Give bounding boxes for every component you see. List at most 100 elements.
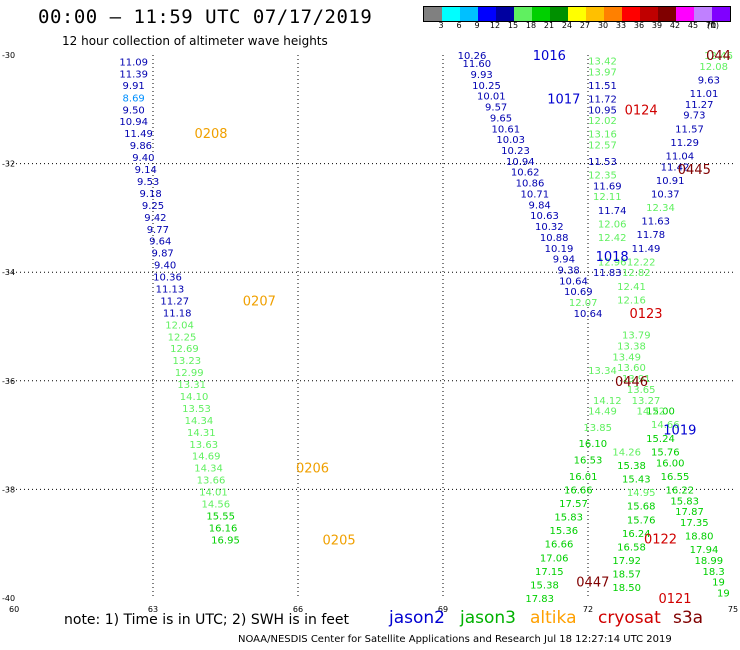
- altika-swh-value: 9.40: [132, 153, 154, 164]
- cryosat-swh-value: 18.80: [685, 532, 714, 543]
- color-scale-label: 36: [633, 21, 645, 30]
- cryosat-swh-value: 18.3: [703, 567, 725, 578]
- s3a-swh-value: 13.27: [632, 396, 661, 407]
- chart-subtitle: 12 hour collection of altimeter wave hei…: [62, 34, 328, 48]
- color-scale-label: 21: [543, 21, 555, 30]
- jason2-swh-value: 12.07: [569, 298, 598, 309]
- s3a-swh-value: 15.38: [617, 461, 646, 472]
- altika-swh-value: 14.34: [185, 416, 214, 427]
- cryosat-swh-value: 17.94: [690, 545, 719, 556]
- jason3-swh-value: 16.01: [569, 472, 598, 483]
- orbit-label: 0122: [644, 532, 677, 547]
- jason2-swh-value: 10.26: [458, 51, 487, 62]
- altika-swh-value: 13.23: [173, 356, 202, 367]
- x-tick-label: 75: [728, 605, 738, 614]
- color-swatch: [676, 7, 694, 21]
- color-swatch: [496, 7, 514, 21]
- cryosat-swh-value: 16.22: [666, 485, 695, 496]
- color-scale-label: 42: [669, 21, 681, 30]
- jason3-swh-value: 12.42: [598, 233, 627, 244]
- altika-swh-value: 9.50: [123, 105, 145, 116]
- jason3-swh-value: 17.15: [535, 567, 564, 578]
- color-swatch: [442, 7, 460, 21]
- cryosat-swh-value: 16.00: [656, 458, 685, 469]
- orbit-label: 1017: [547, 92, 580, 107]
- cryosat-swh-value: 11.29: [670, 138, 699, 149]
- color-swatch: [478, 7, 496, 21]
- color-scale-labels: 3 6 9 12 15 18 21 24 27 30 33 36 39 42 45 70: [423, 21, 723, 33]
- y-tick-label: -32: [2, 160, 15, 169]
- altika-swh-value: 11.27: [160, 296, 189, 307]
- color-swatch: [640, 7, 658, 21]
- jason3-swh-value: 16.66: [545, 540, 574, 551]
- legend-jason3: jason3: [460, 608, 516, 628]
- s3a-swh-value: 18.57: [612, 570, 641, 581]
- cryosat-swh-value: 19: [712, 578, 725, 589]
- s3a-swh-value: 14.26: [612, 447, 641, 458]
- altika-swh-value: 9.40: [154, 261, 176, 272]
- altika-orbit-label: 0207: [243, 294, 276, 309]
- orbit-label: 0124: [625, 103, 658, 118]
- altika-swh-value: 12.99: [175, 368, 204, 379]
- s3a-swh-value: 15.68: [627, 502, 656, 513]
- altika-swh-value: 15.55: [206, 511, 235, 522]
- y-tick-label: -36: [2, 377, 15, 386]
- altika-swh-value: 9.42: [144, 213, 166, 224]
- s3a-swh-value: 18.50: [612, 583, 641, 594]
- color-scale-label: 18: [525, 21, 537, 30]
- jason3-swh-value: 17.57: [559, 499, 588, 510]
- color-scale-label: 12: [489, 21, 501, 30]
- altika-swh-value: 9.87: [152, 249, 174, 260]
- jason3-swh-value: 13.97: [588, 67, 617, 78]
- altika-swh-value: 11.39: [119, 69, 148, 80]
- cryosat-swh-value: 14.66: [651, 420, 680, 431]
- s3a-swh-value: 13.65: [627, 385, 656, 396]
- s3a-swh-value: 14.95: [627, 488, 656, 499]
- chart-title: 00:00 – 11:59 UTC 07/17/2019: [38, 6, 373, 28]
- jason3-swh-value: 13.16: [588, 130, 617, 141]
- orbit-label: 0445: [678, 163, 711, 178]
- footnote: note: 1) Time is in UTC; 2) SWH is in fe…: [64, 612, 350, 628]
- credit-line: NOAA/NESDIS Center for Satellite Applica…: [238, 634, 672, 645]
- jason2-swh-value: 9.65: [490, 113, 512, 124]
- legend-altika: altika: [530, 608, 577, 628]
- altika-swh-value: 11.18: [163, 308, 192, 319]
- cryosat-swh-value: 19: [717, 589, 730, 600]
- altika-swh-value: 9.14: [135, 165, 157, 176]
- jason3-swh-value: 12.06: [598, 219, 627, 230]
- orbit-label: 0123: [629, 307, 662, 322]
- altika-orbit-label: 0206: [296, 462, 329, 477]
- altika-swh-value: 13.31: [177, 380, 206, 391]
- jason2-swh-value: 11.60: [463, 59, 492, 70]
- color-swatch: [622, 7, 640, 21]
- cryosat-swh-value: 11.04: [666, 151, 695, 162]
- x-tick-label: 60: [9, 605, 19, 614]
- jason3-swh-value: 14.12: [593, 396, 622, 407]
- altika-swh-value: 11.49: [124, 129, 153, 140]
- color-swatch: [604, 7, 622, 21]
- altika-swh-value: 8.69: [123, 93, 145, 104]
- jason3-swh-value: 11.69: [593, 181, 622, 192]
- jason3-swh-value: 12.35: [588, 170, 617, 181]
- cryosat-swh-value: 12.34: [646, 203, 675, 214]
- color-scale-label: 3: [438, 21, 444, 30]
- color-scale-label: 39: [651, 21, 663, 30]
- color-scale-label: 27: [579, 21, 591, 30]
- jason3-swh-value: 15.83: [554, 513, 583, 524]
- cryosat-swh-value: 18.99: [695, 556, 724, 567]
- color-scale-label: 6: [456, 21, 462, 30]
- legend-s3a: s3a: [673, 608, 704, 628]
- cryosat-swh-value: 12.46: [704, 51, 733, 62]
- altika-swh-value: 12.69: [170, 344, 199, 355]
- altika-swh-value: 13.63: [189, 440, 218, 451]
- orbit-label: 1018: [596, 250, 629, 265]
- altika-swh-value: 9.18: [139, 189, 161, 200]
- altika-swh-value: 9.64: [149, 237, 171, 248]
- altika-swh-value: 11.09: [119, 58, 148, 69]
- x-tick-label: 63: [148, 605, 158, 614]
- color-scale-label: 24: [561, 21, 573, 30]
- altika-swh-value: 13.53: [182, 404, 211, 415]
- color-scale-unit: (ft): [707, 21, 720, 30]
- altika-swh-value: 13.66: [197, 476, 226, 487]
- altika-swh-value: 9.86: [130, 141, 152, 152]
